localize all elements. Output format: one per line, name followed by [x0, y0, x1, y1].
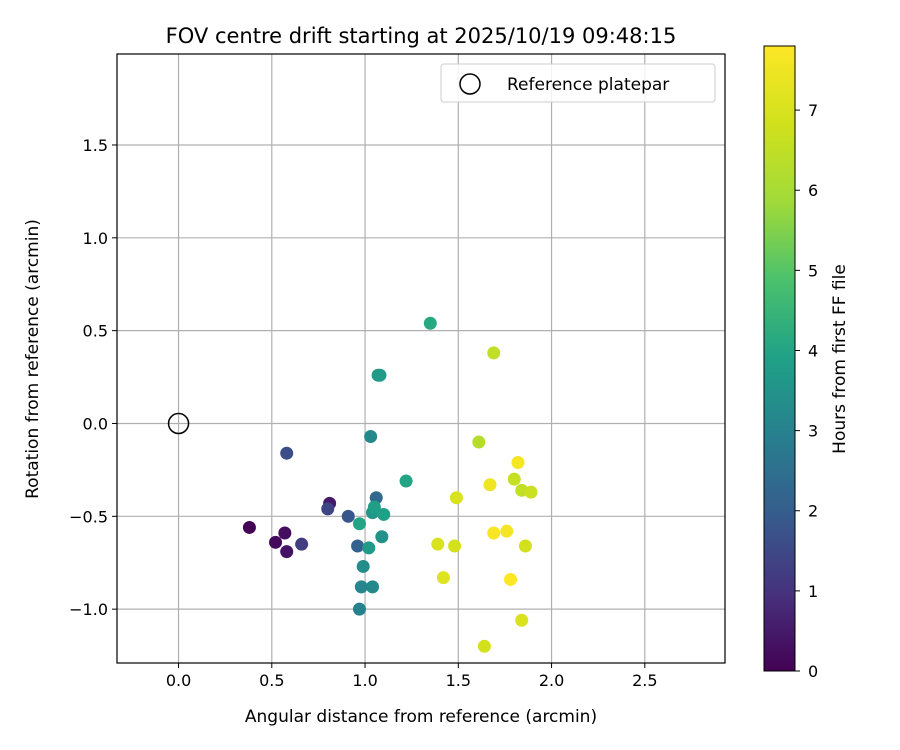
data-point — [423, 316, 437, 330]
data-point — [515, 613, 529, 627]
colorbar-gradient — [763, 45, 796, 672]
data-point — [280, 446, 294, 460]
colorbar-ticks: 0 1 2 3 4 5 6 7 — [795, 101, 818, 681]
y-axis-label: Rotation from reference (arcmin) — [23, 219, 43, 499]
x-tick-label: 1.0 — [352, 671, 377, 690]
y-tick-label: 0.5 — [83, 322, 108, 341]
grid-lines — [117, 54, 725, 663]
data-point — [507, 472, 521, 486]
y-tick-label: 1.0 — [83, 229, 108, 248]
data-point — [367, 500, 381, 514]
data-point — [352, 602, 366, 616]
data-point — [373, 368, 387, 382]
plot-frame — [116, 53, 726, 664]
y-tick-label: −0.5 — [69, 507, 108, 526]
chart-title: FOV centre drift starting at 2025/10/19 … — [166, 24, 677, 48]
y-tick-label: 1.5 — [83, 136, 108, 155]
data-point — [487, 346, 501, 360]
data-point — [242, 520, 256, 534]
data-point — [511, 455, 525, 469]
colorbar-tick-label: 1 — [808, 582, 818, 601]
data-point — [449, 491, 463, 505]
reference-point-marker — [167, 412, 190, 435]
axis-ticks: 0.0 0.5 1.0 1.5 2.0 2.5 −1.0 −0.5 0.0 0.5 1.0 1.5 — [69, 136, 657, 690]
x-axis-label: Angular distance from reference (arcmin) — [245, 707, 597, 727]
data-point — [364, 429, 378, 443]
legend-box — [440, 63, 716, 103]
data-point — [377, 507, 391, 521]
colorbar-tick-label: 5 — [808, 261, 818, 280]
data-point — [280, 545, 294, 559]
colorbar-tick-label: 0 — [808, 662, 818, 681]
colorbar-tick-label: 3 — [808, 422, 818, 441]
data-point — [431, 537, 445, 551]
data-point — [269, 535, 283, 549]
data-point — [500, 524, 514, 538]
colorbar-tick-label: 4 — [808, 341, 818, 360]
colorbar: 0 1 2 3 4 5 6 7 Hours from first FF file — [763, 45, 850, 681]
data-points — [242, 316, 538, 653]
colorbar-label: Hours from first FF file — [830, 264, 850, 454]
data-point — [366, 580, 380, 594]
data-point — [362, 541, 376, 555]
y-tick-label: −1.0 — [69, 600, 108, 619]
x-tick-label: 0.5 — [259, 671, 284, 690]
colorbar-tick-label: 7 — [808, 101, 818, 120]
data-point — [399, 474, 413, 488]
x-tick-label: 0.0 — [166, 671, 191, 690]
x-tick-label: 1.5 — [446, 671, 471, 690]
data-point — [448, 539, 462, 553]
data-point — [356, 559, 370, 573]
data-point — [504, 572, 518, 586]
data-point — [341, 509, 355, 523]
data-point — [352, 517, 366, 531]
colorbar-tick-label: 2 — [808, 502, 818, 521]
data-point — [483, 478, 497, 492]
data-point — [354, 580, 368, 594]
colorbar-tick-label: 6 — [808, 181, 818, 200]
legend: Reference platepar — [440, 63, 716, 103]
data-point — [472, 435, 486, 449]
data-point — [436, 571, 450, 585]
data-point — [278, 526, 292, 540]
x-tick-label: 2.5 — [632, 671, 657, 690]
data-point — [477, 639, 491, 653]
data-point — [524, 485, 538, 499]
data-point — [295, 537, 309, 551]
data-point — [351, 539, 365, 553]
data-point — [321, 502, 335, 516]
data-point — [487, 526, 501, 540]
data-point — [518, 539, 532, 553]
x-tick-label: 2.0 — [539, 671, 564, 690]
data-point — [375, 530, 389, 544]
y-tick-label: 0.0 — [83, 414, 108, 433]
legend-marker-reference — [459, 73, 481, 95]
legend-label-reference: Reference platepar — [507, 75, 669, 95]
